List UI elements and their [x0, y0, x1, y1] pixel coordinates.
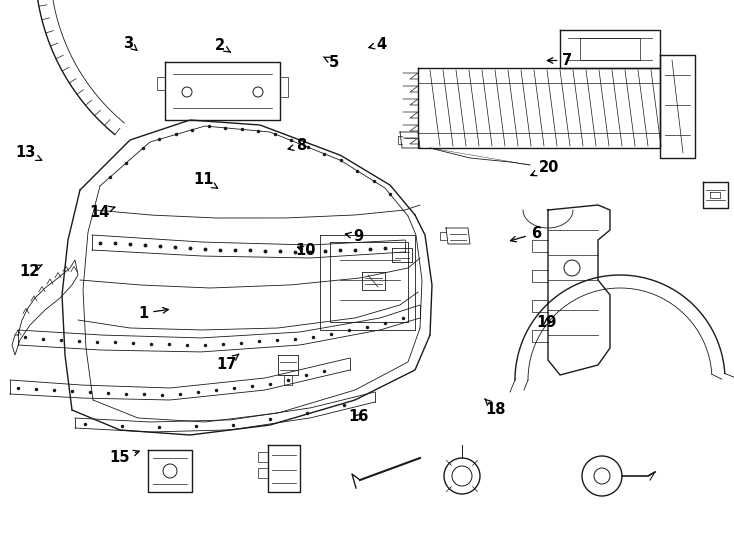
Text: 18: 18	[485, 399, 506, 417]
Text: 20: 20	[531, 160, 559, 176]
Text: 8: 8	[288, 138, 306, 153]
Text: 7: 7	[548, 53, 573, 68]
Text: 4: 4	[369, 37, 387, 52]
Text: 1: 1	[138, 306, 168, 321]
Text: 13: 13	[15, 145, 42, 160]
Text: 19: 19	[537, 315, 557, 330]
Text: 15: 15	[109, 450, 139, 465]
Text: 6: 6	[510, 226, 541, 242]
Text: 2: 2	[215, 38, 230, 53]
Text: 10: 10	[295, 242, 316, 258]
Text: 9: 9	[346, 229, 363, 244]
Text: 11: 11	[194, 172, 218, 188]
Text: 14: 14	[89, 205, 115, 220]
Text: 12: 12	[19, 264, 43, 279]
Text: 16: 16	[348, 409, 368, 424]
Text: 5: 5	[324, 55, 339, 70]
Text: 3: 3	[123, 36, 137, 51]
Text: 17: 17	[216, 354, 239, 372]
